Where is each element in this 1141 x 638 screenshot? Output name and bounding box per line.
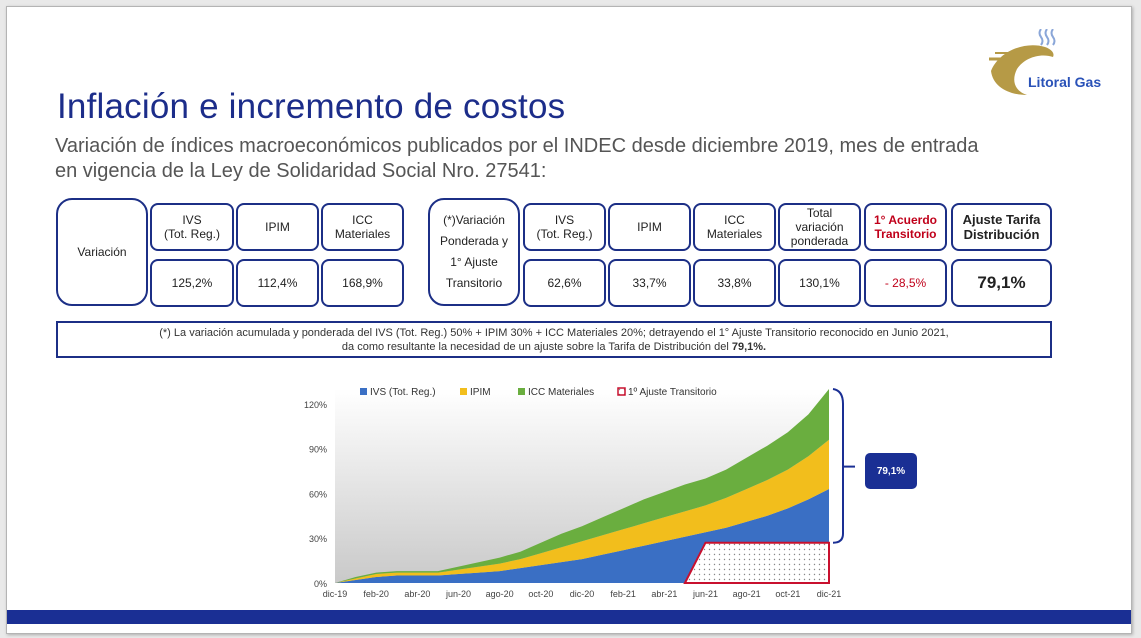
litoral-gas-logo	[989, 29, 1056, 95]
row-label: (*)Variación Ponderada y 1° Ajuste Trans…	[439, 213, 509, 290]
footnote: (*) La variación acumulada y ponderada d…	[56, 321, 1052, 358]
x-tick-label: abr-20	[404, 589, 430, 599]
footnote-line-2-text: da como resultante la necesidad de un aj…	[341, 341, 732, 353]
value-total-ponderada: 130,1%	[778, 259, 861, 307]
legend-label: 1º Ajuste Transitorio	[628, 387, 717, 398]
page-title: Inflación e incremento de costos	[57, 87, 566, 126]
x-tick-label: dic-19	[323, 589, 348, 599]
bracket	[832, 388, 844, 544]
value-ivs: 125,2%	[150, 259, 234, 307]
x-tick-label: ago-21	[733, 589, 761, 599]
area-ipim	[335, 439, 829, 583]
x-tick-label: abr-21	[651, 589, 677, 599]
value-ipim-pond: 33,7%	[608, 259, 691, 307]
x-tick-label: dic-21	[817, 589, 842, 599]
y-tick-label: 120%	[304, 400, 327, 410]
value-icc-pond: 33,8%	[693, 259, 776, 307]
plot-area	[335, 389, 829, 583]
header-ajuste-tarifa: Ajuste Tarifa Distribución	[951, 203, 1052, 251]
footnote-line-2-bold: 79,1%.	[731, 341, 767, 353]
brand-name: Litoral Gas	[1028, 74, 1102, 90]
value-icc: 168,9%	[321, 259, 404, 307]
row-label: Variación	[77, 245, 127, 259]
header-icc-pond: ICC Materiales	[693, 203, 776, 251]
header-ipim: IPIM	[236, 203, 319, 251]
legend-swatch	[518, 388, 525, 395]
area-ivs	[335, 489, 829, 583]
x-tick-label: ago-20	[486, 589, 514, 599]
header-icc: ICC Materiales	[321, 203, 404, 251]
header-ivs: IVS (Tot. Reg.)	[150, 203, 234, 251]
slide: Litoral Gas Inflación e incremento de co…	[6, 6, 1132, 634]
page-subtitle: Variación de índices macroeconómicos pub…	[55, 135, 979, 182]
header-total-ponderada: Total variación ponderada	[778, 203, 861, 251]
y-tick-label: 30%	[309, 534, 327, 544]
footnote-line-1: (*) La variación acumulada y ponderada d…	[159, 327, 949, 339]
y-tick-label: 90%	[309, 445, 327, 455]
legend-label: IVS (Tot. Reg.)	[370, 387, 436, 398]
x-tick-label: dic-20	[570, 589, 595, 599]
legend-swatch	[617, 387, 626, 396]
value-ipim: 112,4%	[236, 259, 319, 307]
legend-label: IPIM	[470, 387, 491, 398]
x-tick-label: oct-21	[775, 589, 800, 599]
y-tick-label: 0%	[314, 579, 327, 589]
x-tick-label: feb-20	[363, 589, 389, 599]
x-tick-label: feb-21	[610, 589, 636, 599]
y-tick-label: 60%	[309, 489, 327, 499]
row-label-variacion: Variación	[56, 198, 148, 306]
legend-swatch	[460, 388, 467, 395]
row-label-ponderada: (*)Variación Ponderada y 1° Ajuste Trans…	[428, 198, 520, 306]
header-acuerdo-transitorio: 1° Acuerdo Transitorio	[864, 203, 947, 251]
footer-bar	[7, 610, 1131, 624]
value-ajuste-tarifa: 79,1%	[951, 259, 1052, 307]
adjustment-badge: 79,1%	[865, 453, 917, 489]
value-acuerdo-transitorio: - 28,5%	[864, 259, 947, 307]
value-ivs-pond: 62,6%	[523, 259, 606, 307]
area-ajuste-transitorio	[683, 541, 830, 584]
legend-swatch	[360, 388, 367, 395]
header-ipim-pond: IPIM	[608, 203, 691, 251]
x-tick-label: oct-20	[528, 589, 553, 599]
footnote-line-2: da como resultante la necesidad de un aj…	[58, 340, 1050, 354]
x-tick-label: jun-21	[692, 589, 718, 599]
area-icc	[335, 389, 829, 583]
header-ivs-pond: IVS (Tot. Reg.)	[523, 203, 606, 251]
legend-label: ICC Materiales	[528, 387, 594, 398]
x-tick-label: jun-20	[445, 589, 471, 599]
